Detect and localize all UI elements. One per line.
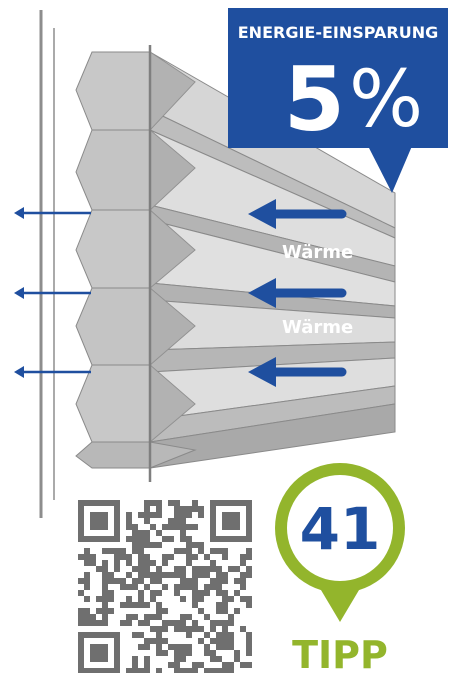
tip-marker: 41 TIPP xyxy=(275,463,405,673)
tip-inner xyxy=(287,475,393,581)
qr-code[interactable] xyxy=(78,500,252,673)
arrow-left-icon xyxy=(14,207,91,219)
energy-savings-badge: ENERGIE-EINSPARUNG 5 % xyxy=(228,8,448,193)
badge-title: ENERGIE-EINSPARUNG xyxy=(238,23,439,42)
tip-number: 41 xyxy=(300,495,381,563)
badge-unit: % xyxy=(349,55,423,145)
warmth-label-top: Wärme xyxy=(282,242,353,263)
tip-pointer xyxy=(318,585,362,622)
arrow-left-icon xyxy=(248,199,347,229)
heat-loss-arrows xyxy=(14,207,91,378)
tip-label: TIPP xyxy=(292,633,388,673)
badge-value: 5 xyxy=(284,48,345,151)
arrow-left-icon xyxy=(14,287,91,299)
arrow-left-icon xyxy=(248,357,347,387)
arrow-left-icon xyxy=(14,366,91,378)
arrow-left-icon xyxy=(248,278,347,308)
warmth-label-bottom: Wärme xyxy=(282,317,353,338)
warmth-arrows xyxy=(248,199,347,387)
